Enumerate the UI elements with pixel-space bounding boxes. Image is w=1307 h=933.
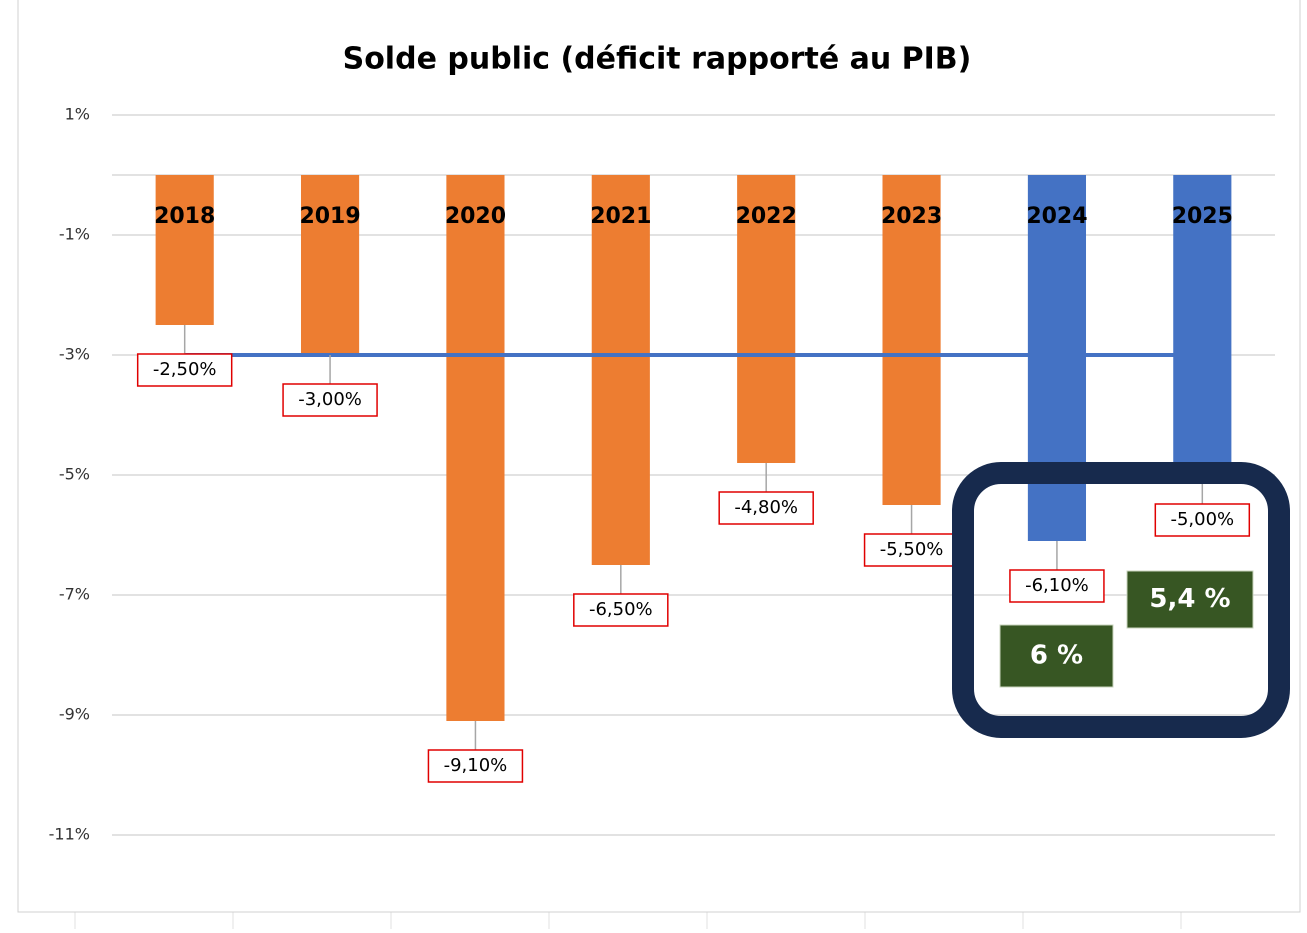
y-tick-label: 1%: [65, 105, 90, 124]
x-tick-label: 2019: [299, 204, 360, 229]
data-label: -5,50%: [880, 539, 944, 560]
chart-area: [17, 0, 1301, 913]
annotation: 6 %: [1030, 641, 1083, 671]
y-tick-label: -3%: [59, 345, 90, 364]
x-tick-label: 2023: [881, 204, 942, 229]
annotation-box: [999, 624, 1114, 688]
x-tick-label: 2022: [736, 204, 797, 229]
highlight-frame: [952, 462, 1290, 738]
chart-title: Solde public (déficit rapporté au PIB): [343, 42, 972, 77]
data-label-box: [573, 593, 669, 627]
annotation: 5,4 %: [1149, 584, 1230, 614]
data-label-box: [136, 353, 233, 387]
y-tick-label: -5%: [59, 465, 90, 484]
data-label: -6,50%: [589, 599, 653, 620]
y-tick-label: -1%: [59, 225, 90, 244]
bar: [446, 175, 505, 721]
data-label: -5,00%: [1170, 509, 1234, 530]
data-label: -6,10%: [1025, 575, 1089, 596]
y-tick-label: -7%: [59, 585, 90, 604]
data-label-box: [863, 533, 960, 567]
y-tick-label: -9%: [59, 705, 90, 724]
bar: [737, 175, 796, 463]
bar: [591, 175, 650, 565]
bar: [1027, 175, 1087, 541]
x-tick-label: 2024: [1026, 204, 1087, 229]
data-label: -2,50%: [153, 359, 217, 380]
x-tick-label: 2025: [1172, 204, 1233, 229]
bar: [1173, 175, 1232, 475]
data-label-box: [282, 383, 378, 417]
data-label-box: [718, 491, 814, 525]
x-tick-label: 2020: [445, 204, 506, 229]
bar: [155, 175, 214, 325]
data-label-box: [1009, 569, 1105, 603]
y-tick-label: -11%: [49, 825, 90, 844]
x-tick-label: 2021: [590, 204, 651, 229]
data-label: -3,00%: [298, 389, 362, 410]
data-label: -9,10%: [444, 755, 508, 776]
x-tick-label: 2018: [154, 204, 215, 229]
bar: [300, 175, 360, 355]
data-label: -4,80%: [734, 497, 798, 518]
bar: [882, 175, 941, 505]
annotation-box: [1126, 570, 1254, 629]
data-label-box: [1154, 503, 1251, 537]
data-label-box: [427, 749, 524, 783]
